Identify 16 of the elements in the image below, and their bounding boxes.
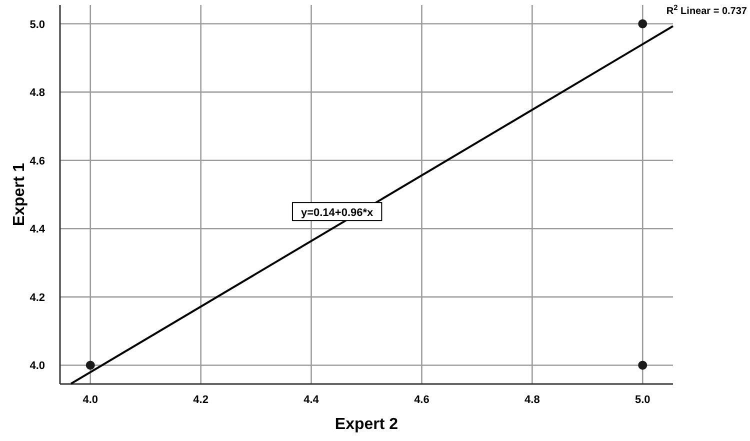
y-tick-label: 4.6 <box>30 155 45 168</box>
x-tick-label: 5.0 <box>634 394 650 406</box>
x-tick-label: 4.2 <box>193 394 208 406</box>
y-tick-label: 5.0 <box>30 18 45 31</box>
x-tick-label: 4.6 <box>414 394 430 406</box>
x-tick-label: 4.0 <box>82 394 98 406</box>
x-axis-title: Expert 2 <box>334 416 398 433</box>
y-tick-label: 4.0 <box>30 360 45 372</box>
y-tick-label: 4.2 <box>30 292 45 304</box>
y-tick-label: 4.4 <box>30 224 46 236</box>
annotation: R$^{2}$ Linear = 0.737 <box>666 2 748 17</box>
annotation: y=0.14+0.96*x <box>300 207 374 220</box>
x-tick-label: 4.8 <box>524 394 540 406</box>
x-tick-label: 4.4 <box>304 394 320 406</box>
y-axis-title: Expert 1 <box>11 162 28 226</box>
y-tick-label: 4.8 <box>30 87 45 100</box>
